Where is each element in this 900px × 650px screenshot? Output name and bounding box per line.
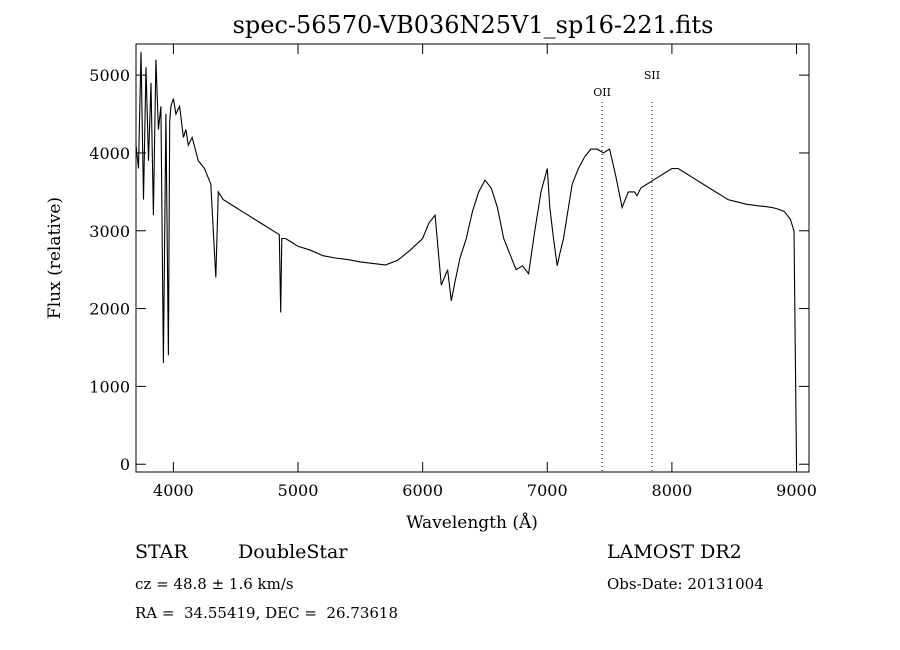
- x-tick-label: 7000: [527, 481, 568, 500]
- x-tick: 8000: [652, 44, 693, 500]
- x-tick: 7000: [527, 44, 568, 500]
- y-tick: 5000: [89, 66, 809, 85]
- object-subclass: DoubleStar: [238, 541, 348, 563]
- spectrum-line: [135, 51, 798, 465]
- x-tick-label: 8000: [652, 481, 693, 500]
- y-tick-label: 2000: [89, 300, 130, 319]
- x-tick: 5000: [278, 44, 319, 500]
- y-tick-label: 5000: [89, 66, 130, 85]
- y-tick-label: 0: [120, 455, 130, 474]
- marker-label: SII: [644, 69, 660, 82]
- axis-ticks: 4000 5000 6000 7000 8000 9000 0 1000 2000 3000 400…: [89, 44, 817, 500]
- y-tick-label: 3000: [89, 222, 130, 241]
- x-tick-label: 5000: [278, 481, 319, 500]
- ra-dec-coordinates: RA = 34.55419, DEC = 26.73618: [135, 604, 399, 622]
- x-tick: 6000: [402, 44, 443, 500]
- y-tick-label: 1000: [89, 377, 130, 396]
- line-markers: OII SII: [593, 69, 660, 472]
- y-tick: 0: [120, 455, 809, 474]
- x-tick-label: 9000: [776, 481, 817, 500]
- redshift-cz: cz = 48.8 ± 1.6 km/s: [135, 575, 294, 593]
- chart-title: spec-56570-VB036N25V1_sp16-221.fits: [233, 11, 714, 39]
- x-tick-label: 4000: [153, 481, 194, 500]
- marker-label: OII: [593, 86, 611, 99]
- y-tick-label: 4000: [89, 144, 130, 163]
- y-tick: 1000: [89, 377, 809, 396]
- y-tick: 3000: [89, 222, 809, 241]
- object-class: STAR: [135, 541, 188, 563]
- y-tick: 2000: [89, 300, 809, 319]
- x-tick: 9000: [776, 44, 817, 500]
- survey-name: LAMOST DR2: [607, 541, 742, 563]
- y-axis-label: Flux (relative): [45, 197, 65, 319]
- observation-date: Obs-Date: 20131004: [607, 575, 764, 593]
- x-axis-label: Wavelength (Å): [406, 512, 538, 533]
- x-tick: 4000: [153, 44, 194, 500]
- x-tick-label: 6000: [402, 481, 443, 500]
- y-tick: 4000: [89, 144, 809, 163]
- plot-frame: [135, 43, 810, 473]
